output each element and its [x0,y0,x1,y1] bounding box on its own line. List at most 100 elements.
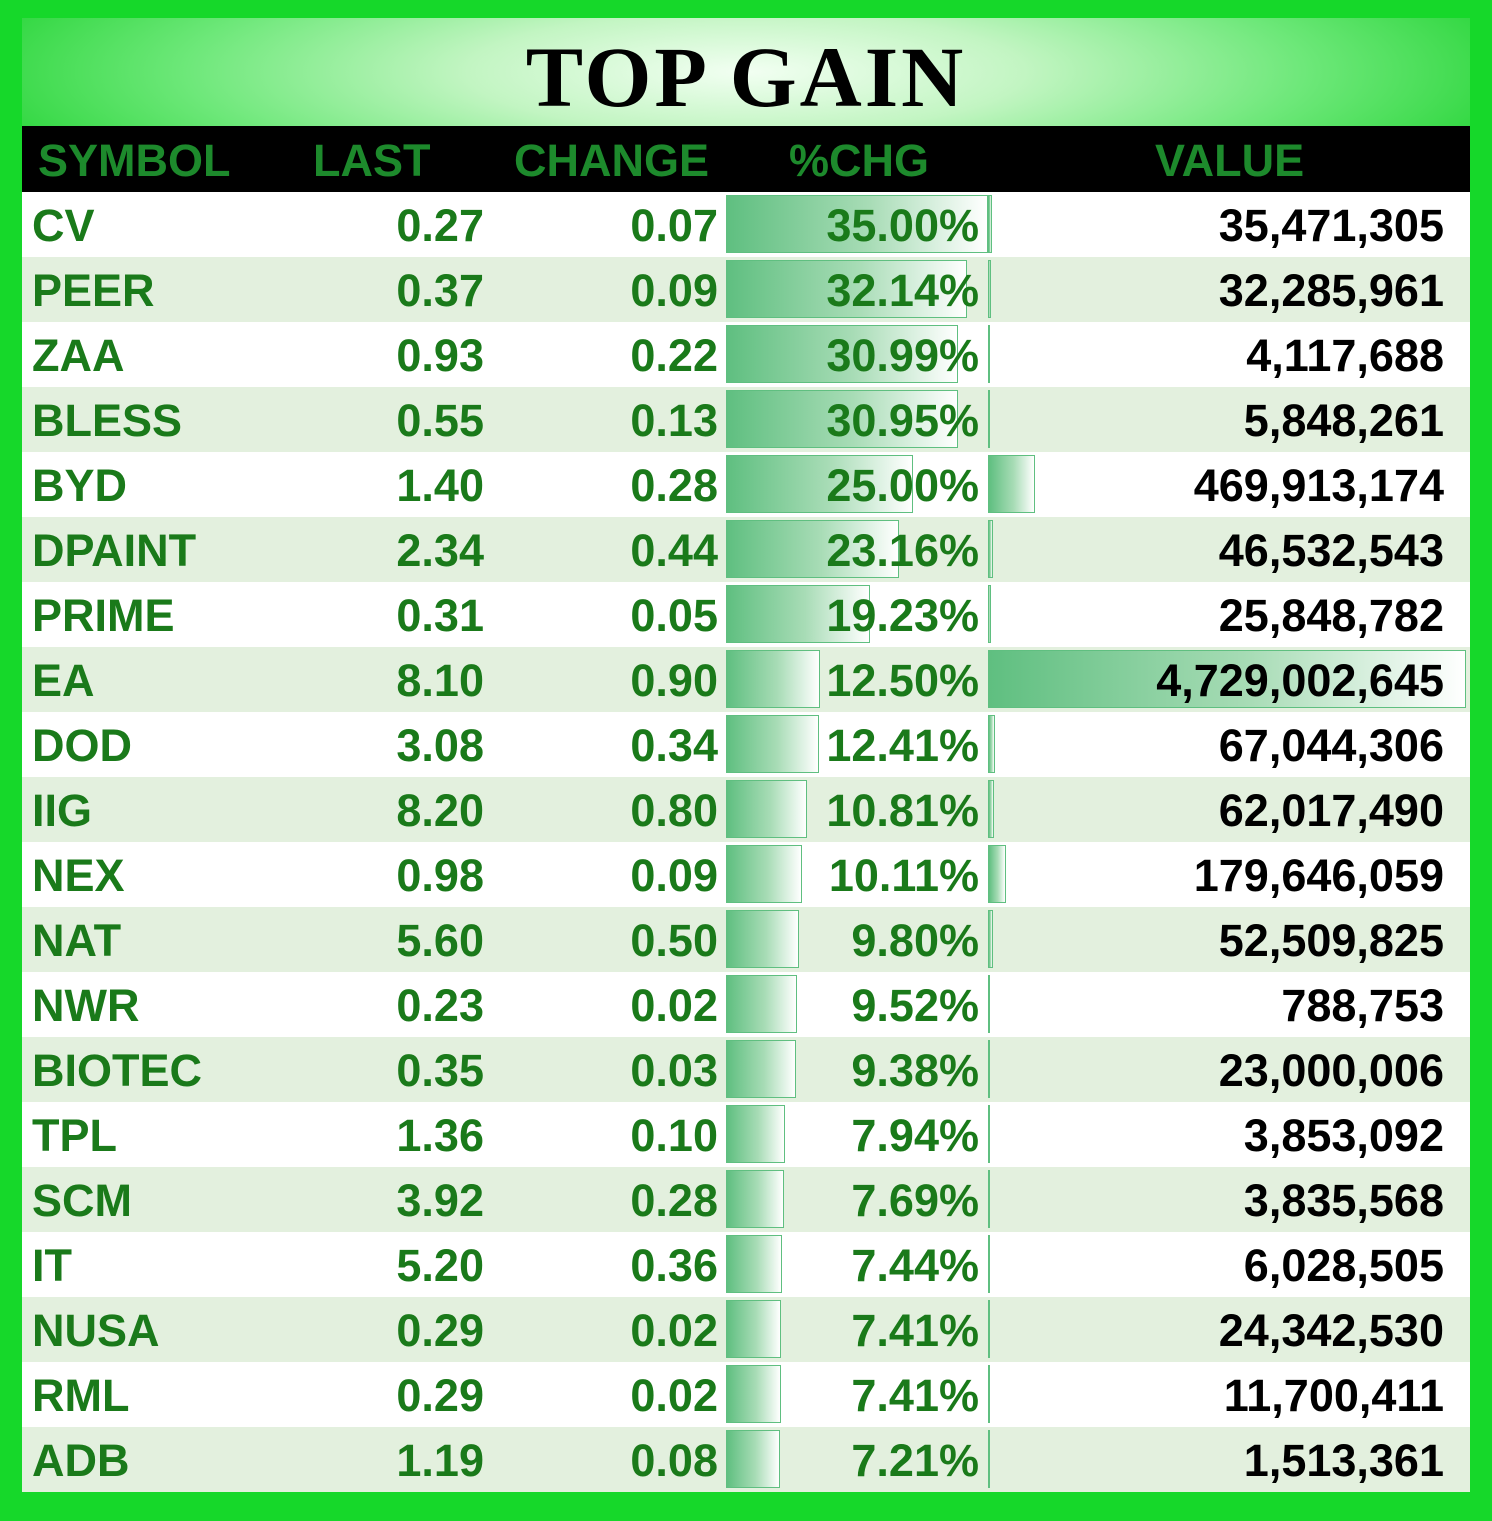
table-row: CV 0.27 0.07 35.00% 35,471,305 [22,192,1470,257]
value-data-bar [988,780,994,838]
cell-change: 0.03 [630,1045,718,1096]
cell-value: 469,913,174 [1193,460,1444,511]
cell-pct-chg: 9.80% [851,915,979,966]
cell-last: 0.29 [396,1370,484,1421]
cell-change: 0.08 [630,1435,718,1486]
cell-symbol: BLESS [32,395,183,446]
cell-change: 0.02 [630,1370,718,1421]
cell-change: 0.09 [630,850,718,901]
pct-data-bar [726,260,967,318]
cell-last: 1.40 [396,460,484,511]
cell-symbol: ADB [32,1435,130,1486]
cell-symbol: RML [32,1370,130,1421]
cell-pct-chg: 32.14% [826,265,979,316]
cell-symbol: IIG [32,785,93,836]
table-row: IT 5.20 0.36 7.44% 6,028,505 [22,1232,1470,1297]
cell-pct-chg: 25.00% [826,460,979,511]
cell-value: 1,513,361 [1243,1435,1444,1486]
cell-pct-chg: 12.50% [826,655,979,706]
table-row: BYD 1.40 0.28 25.00% 469,913,174 [22,452,1470,517]
cell-last: 5.60 [396,915,484,966]
cell-pct-chg: 10.11% [828,850,979,901]
title-band: TOP GAIN [22,18,1470,126]
cell-value: 5,848,261 [1243,395,1444,446]
cell-value: 179,646,059 [1193,850,1444,901]
cell-change: 0.10 [630,1110,718,1161]
cell-symbol: DOD [32,720,132,771]
value-data-bar [988,195,992,253]
header-symbol: SYMBOL [38,135,231,186]
cell-symbol: PRIME [32,590,175,641]
cell-last: 2.34 [396,525,484,576]
cell-value: 11,700,411 [1223,1370,1444,1421]
table-row: SCM 3.92 0.28 7.69% 3,835,568 [22,1167,1470,1232]
cell-symbol: BIOTEC [32,1045,203,1096]
value-data-bar [988,650,1466,708]
cell-value: 23,000,006 [1218,1045,1444,1096]
pct-data-bar [726,195,988,253]
table-row: DPAINT 2.34 0.44 23.16% 46,532,543 [22,517,1470,582]
cell-change: 0.13 [630,395,718,446]
value-data-bar [988,1170,990,1228]
header-pct-chg: %CHG [789,135,930,186]
cell-symbol: TPL [32,1110,117,1161]
pct-data-bar [726,845,802,903]
value-data-bar [988,1300,990,1358]
cell-value: 24,342,530 [1218,1305,1444,1356]
cell-pct-chg: 9.38% [851,1045,979,1096]
pct-data-bar [726,1170,784,1228]
cell-symbol: IT [32,1240,72,1291]
cell-pct-chg: 9.52% [851,980,979,1031]
cell-value: 52,509,825 [1218,915,1444,966]
cell-value: 35,471,305 [1218,200,1444,251]
table-row: ADB 1.19 0.08 7.21% 1,513,361 [22,1427,1470,1492]
cell-symbol: NAT [32,915,122,966]
pct-data-bar [726,325,958,383]
table-row: DOD 3.08 0.34 12.41% 67,044,306 [22,712,1470,777]
table-row: NWR 0.23 0.02 9.52% 788,753 [22,972,1470,1037]
cell-last: 3.08 [396,720,484,771]
cell-pct-chg: 12.41% [826,720,979,771]
cell-symbol: EA [32,655,95,706]
cell-pct-chg: 30.99% [826,330,979,381]
value-data-bar [988,975,990,1033]
cell-change: 0.22 [630,330,718,381]
cell-change: 0.02 [630,980,718,1031]
cell-change: 0.34 [630,720,718,771]
cell-pct-chg: 19.23% [826,590,979,641]
cell-symbol: ZAA [32,330,125,381]
cell-last: 0.23 [396,980,484,1031]
table-row: PRIME 0.31 0.05 19.23% 25,848,782 [22,582,1470,647]
cell-symbol: NEX [32,850,125,901]
value-data-bar [988,455,1035,513]
cell-pct-chg: 10.81% [826,785,979,836]
value-data-bar [988,1365,990,1423]
cell-value: 3,853,092 [1243,1110,1444,1161]
pct-data-bar [726,1365,781,1423]
cell-pct-chg: 23.16% [826,525,979,576]
cell-change: 0.90 [630,655,718,706]
cell-value: 6,028,505 [1243,1240,1444,1291]
table-row: EA 8.10 0.90 12.50% 4,729,002,645 [22,647,1470,712]
cell-last: 1.36 [396,1110,484,1161]
cell-change: 0.28 [630,1175,718,1226]
value-data-bar [988,325,990,383]
table-row: BLESS 0.55 0.13 30.95% 5,848,261 [22,387,1470,452]
header-change: CHANGE [514,135,710,186]
value-data-bar [988,910,993,968]
cell-last: 3.92 [396,1175,484,1226]
table-row: TPL 1.36 0.10 7.94% 3,853,092 [22,1102,1470,1167]
pct-data-bar [726,780,807,838]
cell-pct-chg: 35.00% [826,200,979,251]
cell-value: 62,017,490 [1218,785,1444,836]
table-row: NUSA 0.29 0.02 7.41% 24,342,530 [22,1297,1470,1362]
cell-symbol: SCM [32,1175,132,1226]
cell-symbol: DPAINT [32,525,197,576]
cell-value: 67,044,306 [1218,720,1444,771]
value-data-bar [988,260,991,318]
cell-change: 0.44 [630,525,718,576]
value-data-bar [988,390,990,448]
cell-last: 0.31 [396,590,484,641]
cell-pct-chg: 7.41% [851,1370,979,1421]
